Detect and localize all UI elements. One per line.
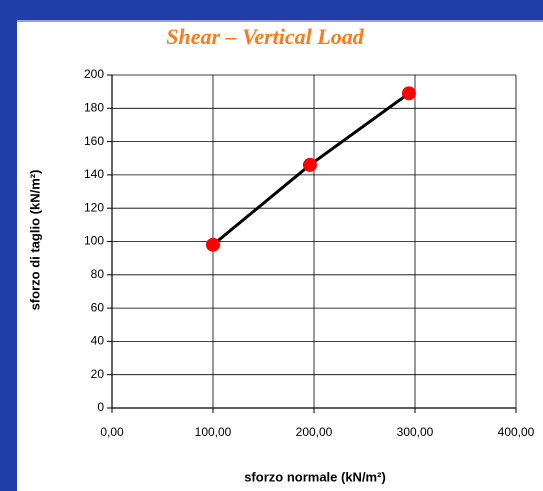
- y-tick-label: 120: [84, 200, 104, 214]
- chart-title: Shear – Vertical Load: [166, 24, 364, 49]
- y-tick-label: 0: [97, 400, 104, 414]
- x-tick-label: 300,00: [397, 425, 434, 439]
- y-axis-label: sforzo di taglio (kN/m²): [27, 170, 42, 311]
- x-axis-label: sforzo normale (kN/m²): [244, 469, 386, 484]
- top-band: [0, 0, 543, 20]
- point: [401, 86, 416, 101]
- y-tick-label: 180: [84, 100, 104, 114]
- y-tick-label: 140: [84, 167, 104, 181]
- point: [302, 157, 317, 172]
- left-band: [0, 0, 17, 491]
- point: [206, 237, 220, 252]
- x-tick-label: 400,00: [498, 425, 535, 439]
- y-tick-label: 60: [91, 300, 105, 314]
- y-tick-label: 100: [84, 234, 104, 248]
- x-tick-label: 200,00: [296, 425, 333, 439]
- y-tick-label: 80: [91, 267, 105, 281]
- y-tick-label: 200: [84, 67, 104, 81]
- y-tick-label: 160: [84, 134, 104, 148]
- x-tick-label: 100,00: [195, 425, 232, 439]
- y-tick-label: 20: [91, 367, 105, 381]
- x-tick-label: 0,00: [100, 425, 124, 439]
- y-tick-label: 40: [91, 334, 105, 348]
